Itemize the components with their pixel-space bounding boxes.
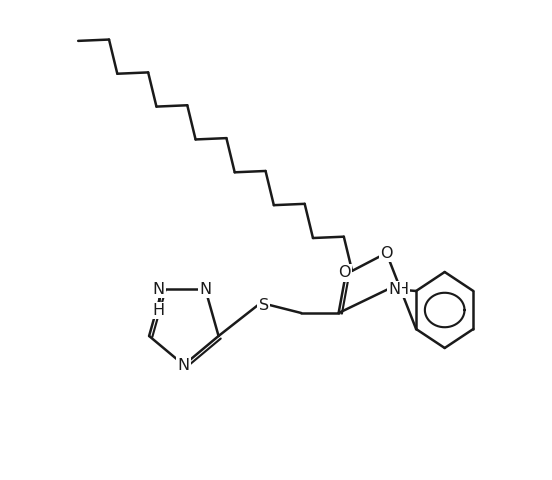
Text: N: N	[178, 358, 190, 372]
Text: S: S	[259, 298, 269, 312]
Text: N: N	[152, 282, 164, 297]
Text: N: N	[389, 282, 401, 297]
Text: H: H	[152, 303, 164, 318]
Text: O: O	[338, 265, 351, 280]
Text: O: O	[380, 245, 392, 261]
Text: N: N	[199, 282, 211, 297]
Text: H: H	[396, 282, 408, 297]
